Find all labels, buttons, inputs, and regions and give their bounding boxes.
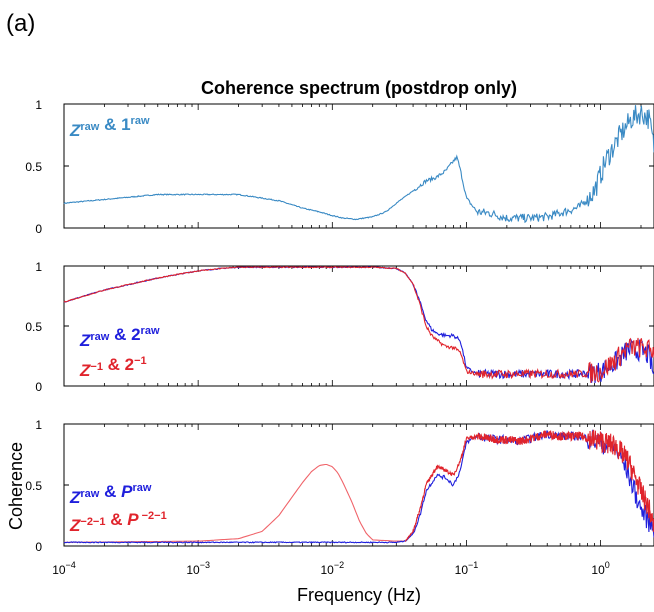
coherence-panel-3: 0 0.5 1 10−4 10−3 10−2 10−1 100 Zraw & Praw Z−2−1…	[25, 418, 654, 577]
y-tick-label: 1	[35, 418, 42, 432]
panel-label: (a)	[6, 10, 36, 37]
y-tick-label: 0	[35, 540, 42, 554]
series-line-1	[63, 105, 654, 224]
legend-entry: Zraw & Praw	[69, 482, 152, 507]
x-tick-label: 10−1	[455, 560, 479, 577]
y-tick-label: 0.5	[25, 320, 42, 334]
y-axis-label: Coherence	[6, 442, 26, 530]
series-line-1	[64, 463, 406, 543]
series-line-2	[63, 429, 654, 544]
coherence-panel-2: 0 0.5 1 Zraw & 2raw Z−1 & 2−1	[25, 260, 654, 394]
y-tick-label: 1	[35, 260, 42, 274]
x-axis-label: Frequency (Hz)	[297, 585, 421, 605]
coherence-panel-1: 0 0.5 1 Zraw & 1raw	[25, 98, 654, 236]
series-line-3	[404, 429, 654, 542]
x-tick-label: 100	[591, 560, 609, 577]
plot-frame	[63, 423, 654, 547]
y-tick-label: 0	[35, 380, 42, 394]
chart-title: Coherence spectrum (postdrop only)	[201, 78, 517, 98]
legend-entry: Zraw & 1raw	[69, 115, 150, 140]
legend-entry: Z−1 & 2−1	[79, 355, 147, 380]
y-tick-label: 0	[35, 222, 42, 236]
legend-entry: Z−2−1 & P −2−1	[69, 510, 167, 535]
y-tick-label: 0.5	[25, 479, 42, 493]
panels-group: 0 0.5 1 Zraw & 1raw 0 0.5 1 Zraw & 2raw Z−1 & 2−…	[25, 98, 654, 577]
x-tick-label: 10−3	[186, 560, 210, 577]
x-tick-label: 10−2	[320, 560, 344, 577]
legend-entry: Zraw & 2raw	[79, 325, 160, 350]
series-line-2	[63, 266, 654, 383]
y-tick-label: 1	[35, 98, 42, 112]
x-tick-label: 10−4	[52, 560, 76, 577]
y-tick-label: 0.5	[25, 160, 42, 174]
